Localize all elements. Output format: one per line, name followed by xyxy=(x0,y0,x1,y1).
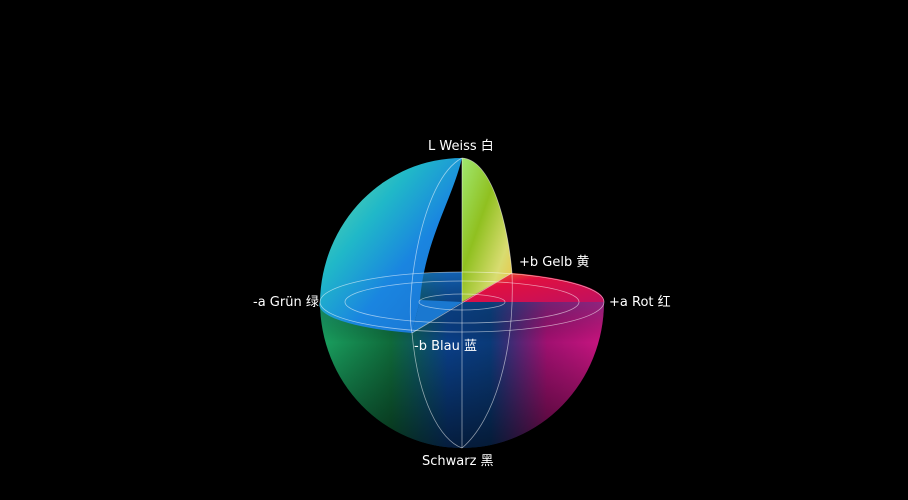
label-plus-a-rot: +a Rot 红 xyxy=(609,295,671,310)
label-minus-a-gruen: -a Grün 绿 xyxy=(253,295,319,310)
red-plane-quadrant xyxy=(462,273,605,302)
upper-dome xyxy=(319,158,462,333)
label-plus-b-gelb: +b Gelb 黄 xyxy=(519,255,590,270)
front-blue-face xyxy=(412,300,462,333)
cut-face-yellow xyxy=(462,158,512,302)
grid-lines xyxy=(319,157,605,449)
label-minus-b-blau: -b Blau 蓝 xyxy=(414,339,477,354)
label-l-weiss: L Weiss 白 xyxy=(428,139,494,154)
label-schwarz: Schwarz 黑 xyxy=(422,454,494,469)
